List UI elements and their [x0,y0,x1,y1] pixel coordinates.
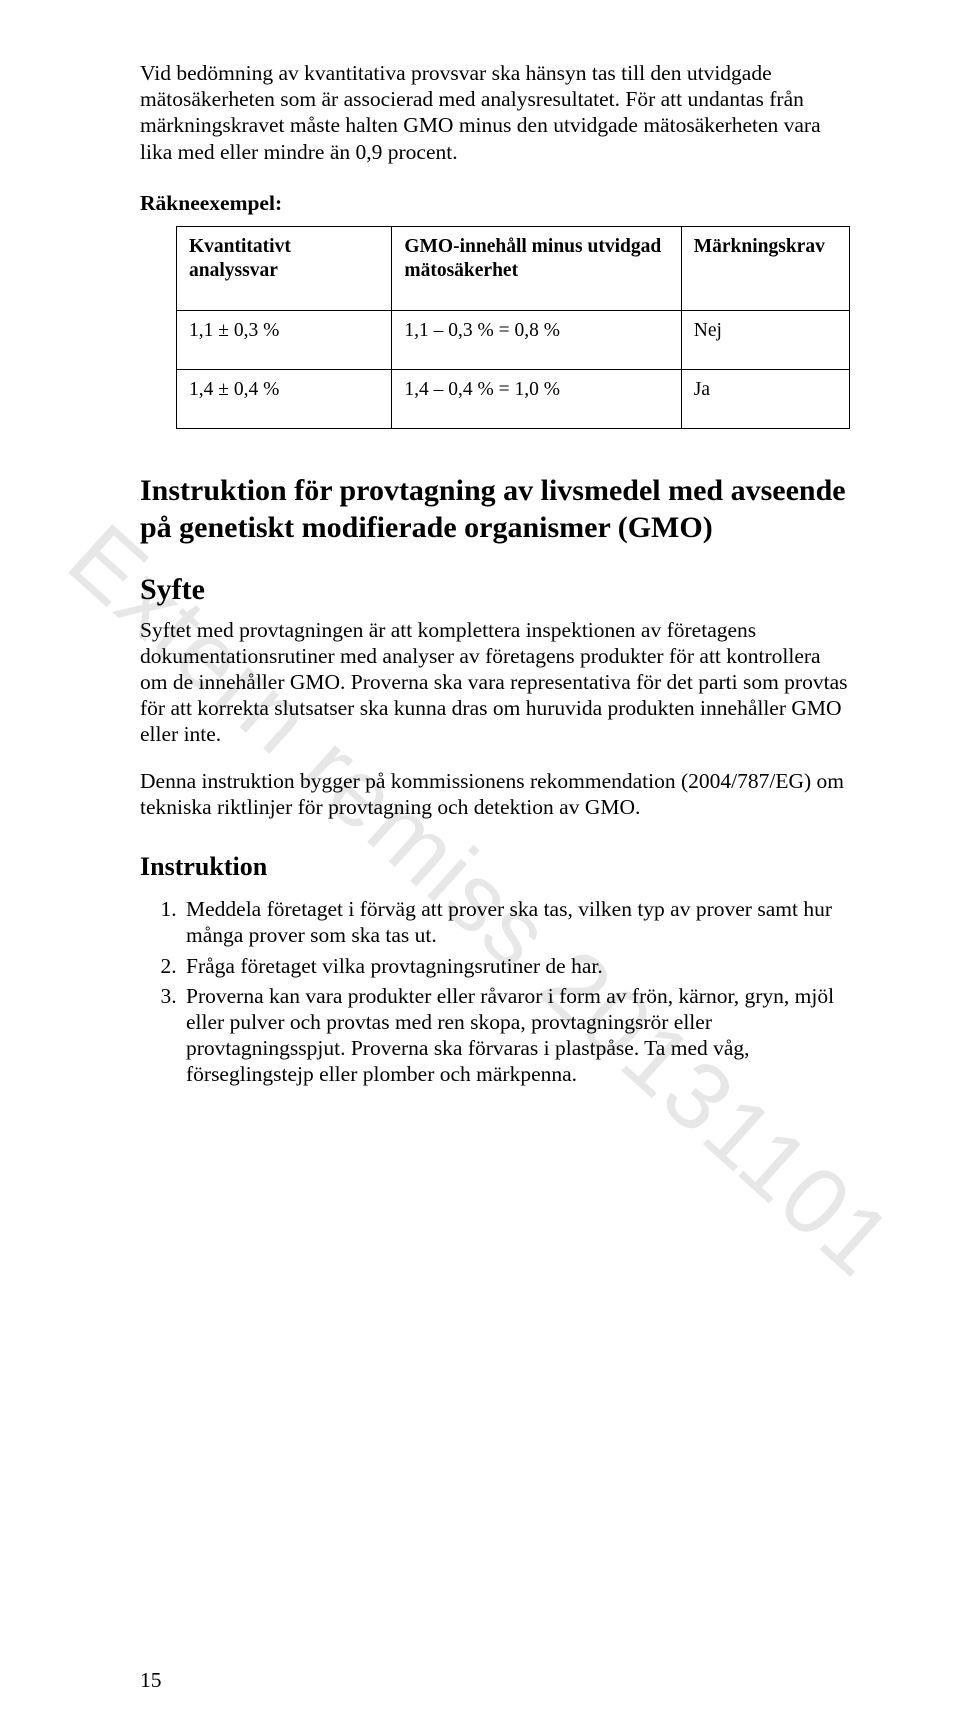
list-item: Proverna kan vara produkter eller råvaro… [182,983,850,1088]
page-number: 15 [140,1668,162,1693]
calc-table: Kvantitativt analyssvar GMO-innehåll min… [176,226,850,430]
section-title: Instruktion för provtagning av livsmedel… [140,473,850,546]
table-cell: 1,1 – 0,3 % = 0,8 % [392,310,681,369]
table-cell: 1,4 – 0,4 % = 1,0 % [392,370,681,429]
list-item: Fråga företaget vilka provtagningsrutine… [182,953,850,979]
list-item: Meddela företaget i förväg att prover sk… [182,896,850,948]
table-cell: 1,4 ± 0,4 % [177,370,392,429]
syfte-paragraph: Syftet med provtagningen är att komplett… [140,617,850,748]
syfte-paragraph: Denna instruktion bygger på kommissionen… [140,768,850,820]
page-content: Vid bedömning av kvantitativa provsvar s… [140,60,850,1088]
table-row: 1,4 ± 0,4 % 1,4 – 0,4 % = 1,0 % Ja [177,370,850,429]
table-header-row: Kvantitativt analyssvar GMO-innehåll min… [177,226,850,310]
table-row: 1,1 ± 0,3 % 1,1 – 0,3 % = 0,8 % Nej [177,310,850,369]
syfte-heading: Syfte [140,573,850,607]
table-cell: 1,1 ± 0,3 % [177,310,392,369]
table-header-cell: GMO-innehåll minus utvidgad mätosäkerhet [392,226,681,310]
table-header-cell: Kvantitativt analyssvar [177,226,392,310]
example-label: Räkneexempel: [140,191,850,216]
table-cell: Ja [681,370,849,429]
instruction-list: Meddela företaget i förväg att prover sk… [140,896,850,1088]
table-cell: Nej [681,310,849,369]
instruktion-heading: Instruktion [140,852,850,882]
intro-paragraph: Vid bedömning av kvantitativa provsvar s… [140,60,850,165]
table-header-cell: Märkningskrav [681,226,849,310]
